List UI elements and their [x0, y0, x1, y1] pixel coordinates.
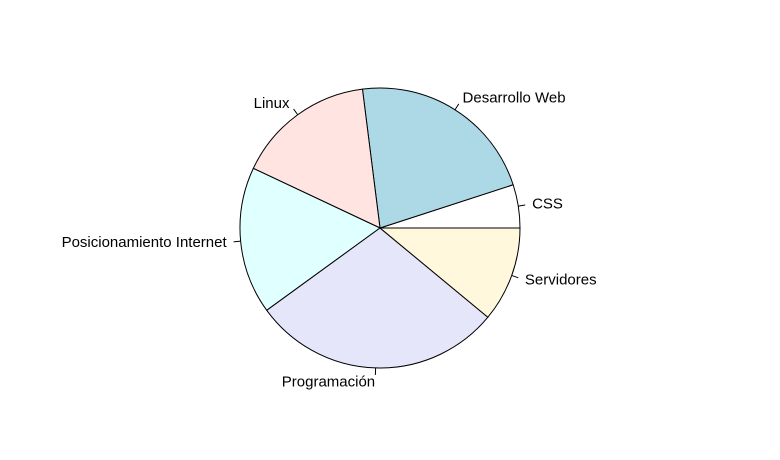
pie-slice-posicionamiento-internet	[239, 167, 381, 311]
label-tick-posicionamiento-internet	[233, 240, 241, 243]
slice-label-desarrollo-web: Desarrollo Web	[463, 89, 566, 106]
slice-labels: CSS Desarrollo Web Linux Posicionamiento In…	[62, 89, 597, 390]
pie-slices	[239, 87, 521, 369]
slice-label-servidores: Servidores	[525, 272, 597, 289]
label-tick-desarrollo-web	[454, 103, 460, 111]
slice-label-css: CSS	[532, 195, 563, 212]
slice-label-programacion: Programación	[282, 373, 375, 390]
label-ticks	[233, 103, 526, 375]
pie-slice-programacion	[266, 227, 489, 369]
pie-slice-desarrollo-web	[361, 87, 514, 229]
slice-label-posicionamiento-internet: Posicionamiento Internet	[62, 234, 228, 251]
label-tick-css	[518, 204, 526, 207]
slice-label-linux: Linux	[254, 95, 290, 112]
label-tick-linux	[293, 108, 299, 116]
label-tick-servidores	[511, 274, 519, 279]
pie-slice-linux	[252, 88, 381, 229]
